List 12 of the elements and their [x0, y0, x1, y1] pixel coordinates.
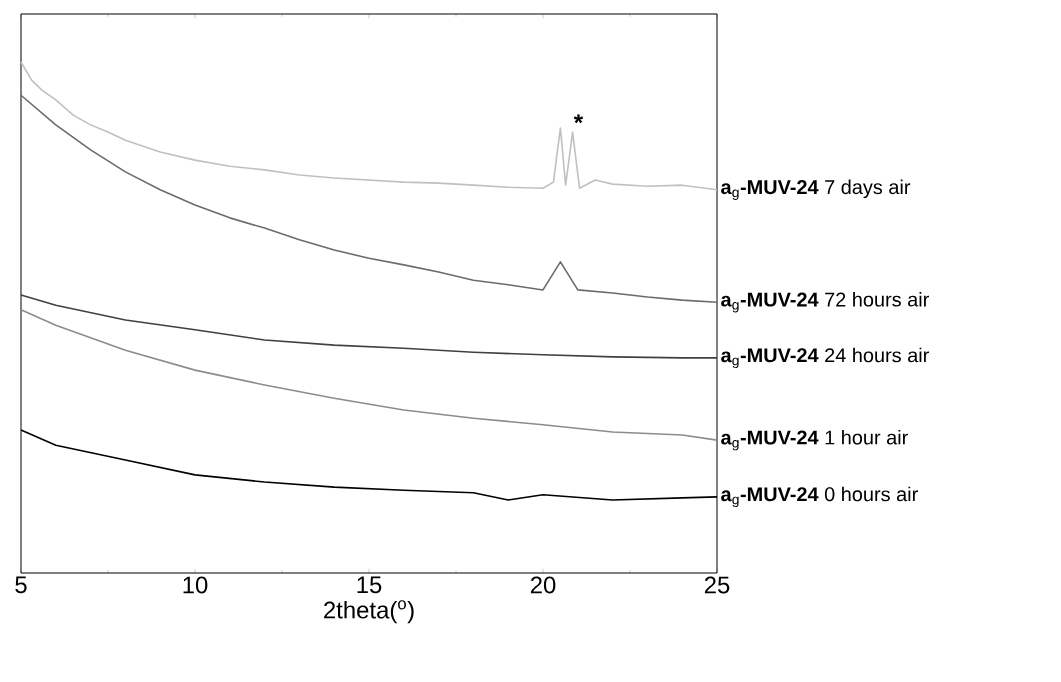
- series-label: a$_{g}$-MUV-24 0 hours air: [721, 486, 918, 508]
- x-tick-label: 5: [15, 576, 27, 594]
- series-label: a$_{g}$-MUV-24 24 hours air: [721, 347, 929, 369]
- series-label: a$_{g}$-MUV-24 7 days air: [721, 179, 911, 200]
- x-tick-label: 15: [357, 576, 382, 594]
- x-axis-title: 2theta($^{o}$): [324, 600, 414, 624]
- annotation: *: [573, 114, 584, 124]
- series-label: a$_{g}$-MUV-24 1 hour air: [721, 429, 908, 451]
- series-label: a$_{g}$-MUV-24 72 hours air: [721, 291, 929, 313]
- x-tick-label: 20: [530, 576, 556, 594]
- x-tick-label: 10: [183, 576, 208, 594]
- x-tick-label: 25: [704, 576, 730, 594]
